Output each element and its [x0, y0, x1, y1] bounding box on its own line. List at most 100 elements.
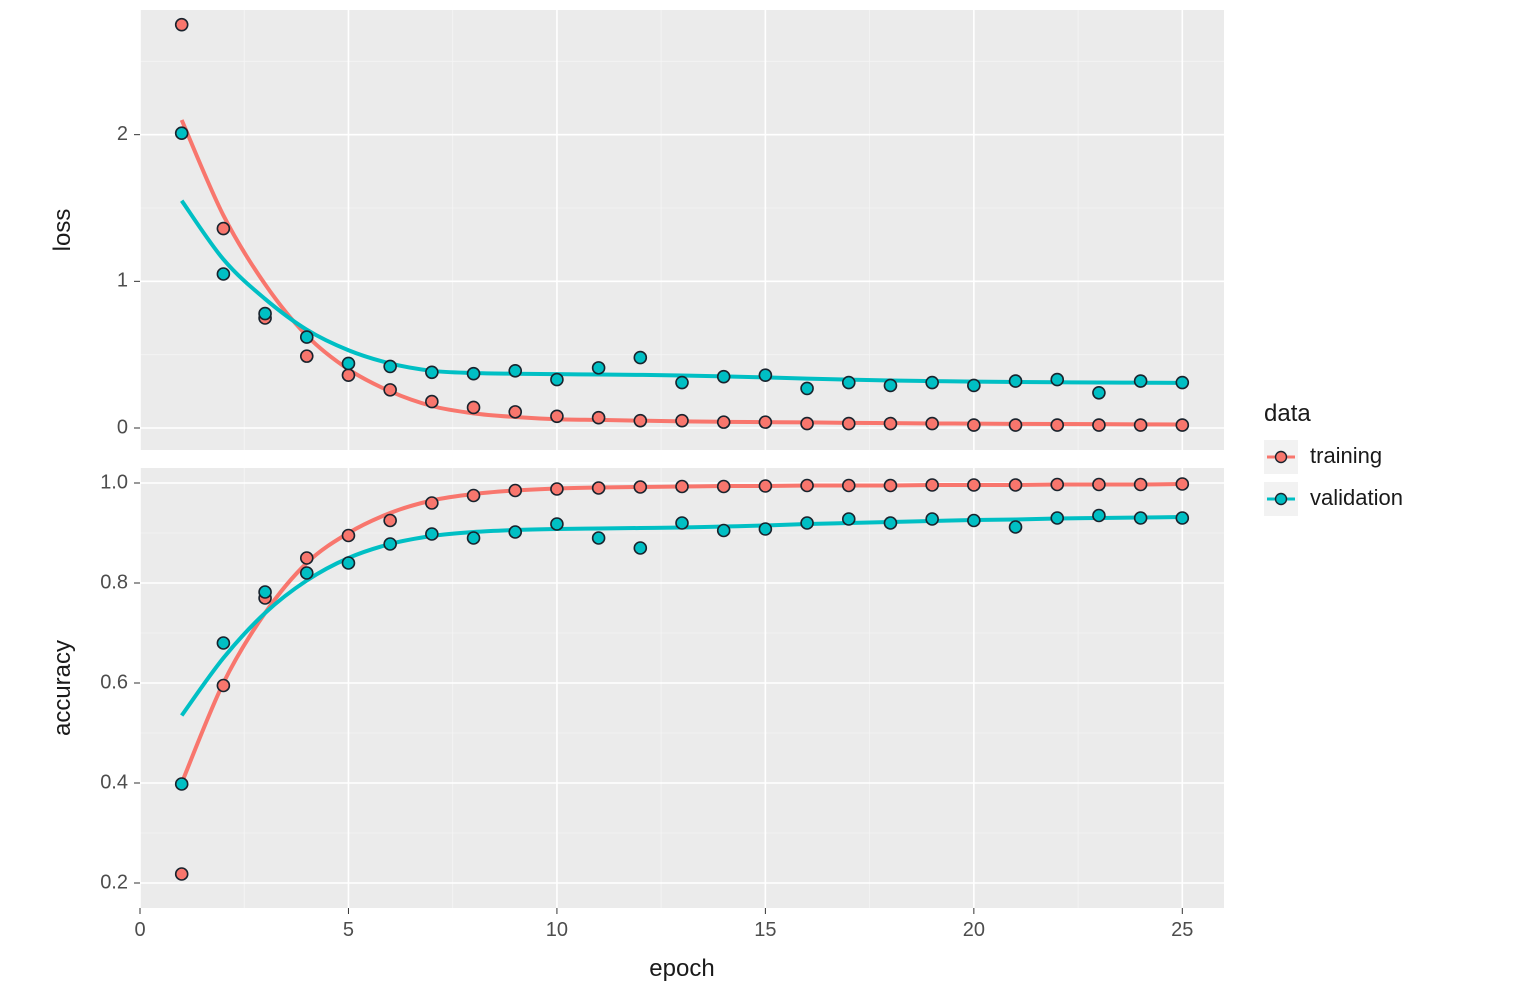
accuracy-training-point [1135, 479, 1147, 491]
accuracy-training-point [217, 680, 229, 692]
chart-svg: 012loss0.20.40.60.81.0accuracy0510152025… [0, 0, 1524, 998]
training-history-chart: 012loss0.20.40.60.81.0accuracy0510152025… [0, 0, 1524, 998]
loss-training-point [384, 384, 396, 396]
accuracy-validation-point [342, 557, 354, 569]
loss-training-point [1010, 419, 1022, 431]
accuracy-validation-point [509, 526, 521, 538]
accuracy-training-point [176, 868, 188, 880]
loss-validation-point [1135, 375, 1147, 387]
loss-training-point [676, 415, 688, 427]
accuracy-validation-point [843, 513, 855, 525]
loss-validation-point [593, 362, 605, 374]
loss-validation-point [426, 366, 438, 378]
accuracy-training-point [759, 480, 771, 492]
accuracy-ytick-1: 1.0 [100, 471, 128, 493]
accuracy-validation-point [968, 515, 980, 527]
panel-accuracy [140, 468, 1224, 908]
loss-validation-point [342, 357, 354, 369]
loss-training-point [926, 418, 938, 430]
accuracy-validation-point [593, 532, 605, 544]
loss-validation-point [1176, 377, 1188, 389]
accuracy-training-point [551, 483, 563, 495]
loss-ytick-1: 1 [117, 270, 128, 292]
accuracy-validation-point [801, 517, 813, 529]
xtick-20: 20 [963, 919, 985, 941]
loss-training-point [634, 415, 646, 427]
loss-training-point [468, 401, 480, 413]
loss-training-point [509, 406, 521, 418]
loss-validation-point [384, 360, 396, 372]
accuracy-training-point [801, 480, 813, 492]
loss-training-point [718, 416, 730, 428]
accuracy-training-point [718, 481, 730, 493]
loss-validation-point [718, 371, 730, 383]
loss-validation-point [843, 377, 855, 389]
xtick-5: 5 [343, 919, 354, 941]
loss-validation-point [551, 374, 563, 386]
accuracy-training-point [1176, 478, 1188, 490]
loss-validation-point [509, 365, 521, 377]
loss-validation-point [468, 368, 480, 380]
loss-training-point [176, 19, 188, 31]
xtick-0: 0 [134, 919, 145, 941]
accuracy-training-point [301, 552, 313, 564]
loss-validation-point [801, 382, 813, 394]
accuracy-validation-point [301, 567, 313, 579]
accuracy-training-point [342, 530, 354, 542]
loss-training-point [593, 412, 605, 424]
accuracy-training-point [1051, 479, 1063, 491]
accuracy-training-point [968, 479, 980, 491]
loss-validation-point [634, 352, 646, 364]
loss-training-point [1093, 419, 1105, 431]
xaxis-title: epoch [649, 955, 714, 982]
loss-validation-point [301, 331, 313, 343]
accuracy-validation-point [1135, 512, 1147, 524]
loss-validation-point [176, 127, 188, 139]
accuracy-training-point [426, 497, 438, 509]
accuracy-validation-point [718, 525, 730, 537]
accuracy-validation-point [259, 586, 271, 598]
accuracy-validation-point [426, 528, 438, 540]
accuracy-validation-point [217, 637, 229, 649]
accuracy-ytick-0.6: 0.6 [100, 671, 128, 693]
loss-training-point [968, 419, 980, 431]
accuracy-training-point [676, 481, 688, 493]
legend-label-training: training [1310, 443, 1382, 468]
accuracy-ytick-0.4: 0.4 [100, 771, 128, 793]
accuracy-ytick-0.2: 0.2 [100, 871, 128, 893]
accuracy-training-point [384, 515, 396, 527]
loss-training-point [1051, 419, 1063, 431]
accuracy-validation-point [468, 532, 480, 544]
loss-training-point [884, 418, 896, 430]
xtick-15: 15 [754, 919, 776, 941]
legend-title: data [1264, 400, 1311, 427]
loss-ytick-0: 0 [117, 416, 128, 438]
loss-validation-point [259, 308, 271, 320]
accuracy-training-point [1093, 479, 1105, 491]
accuracy-training-point [593, 482, 605, 494]
accuracy-validation-point [759, 523, 771, 535]
accuracy-validation-point [1010, 521, 1022, 533]
loss-validation-point [676, 377, 688, 389]
loss-training-point [1135, 419, 1147, 431]
accuracy-training-point [468, 490, 480, 502]
loss-training-point [551, 410, 563, 422]
loss-training-point [843, 418, 855, 430]
accuracy-validation-point [176, 778, 188, 790]
accuracy-validation-point [384, 538, 396, 550]
accuracy-validation-point [676, 517, 688, 529]
accuracy-validation-point [551, 518, 563, 530]
loss-validation-point [926, 377, 938, 389]
loss-validation-point [968, 379, 980, 391]
accuracy-training-point [926, 479, 938, 491]
loss-training-point [217, 223, 229, 235]
accuracy-training-point [634, 481, 646, 493]
accuracy-ylabel: accuracy [49, 640, 76, 736]
loss-training-point [759, 416, 771, 428]
loss-validation-point [1051, 374, 1063, 386]
xtick-25: 25 [1171, 919, 1193, 941]
accuracy-validation-point [1093, 510, 1105, 522]
loss-validation-point [1093, 387, 1105, 399]
loss-training-point [1176, 419, 1188, 431]
accuracy-training-point [509, 485, 521, 497]
